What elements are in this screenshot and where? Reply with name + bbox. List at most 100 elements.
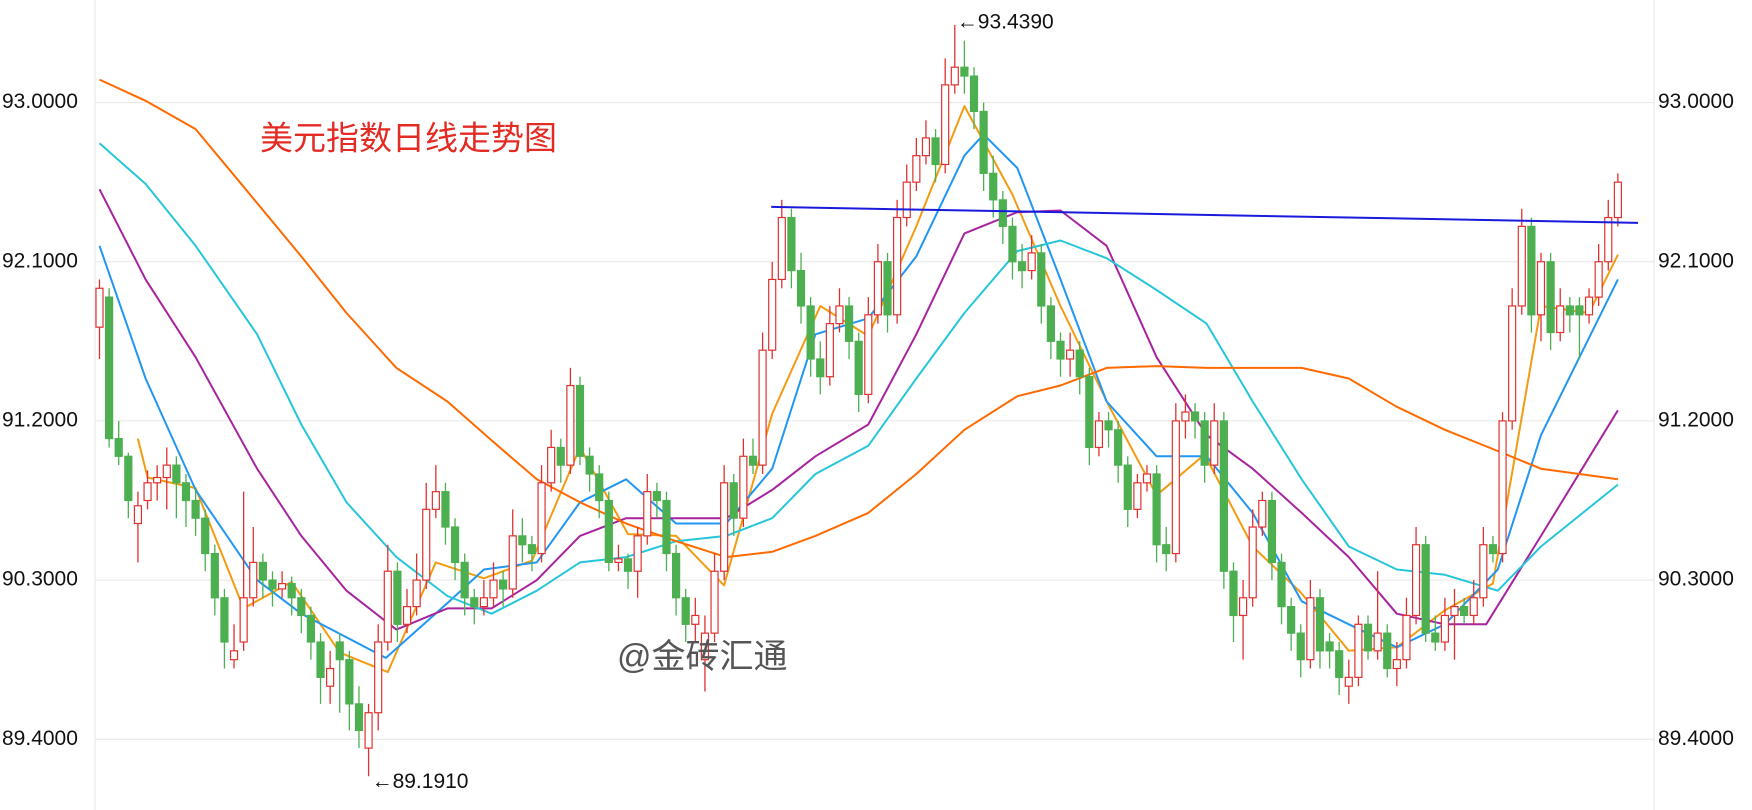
candle-body xyxy=(181,482,191,502)
candle-body xyxy=(547,446,556,484)
candle-body xyxy=(1392,659,1401,670)
candle-body xyxy=(210,552,219,599)
y-tick-label: 91.2000 xyxy=(2,408,78,431)
candle-body xyxy=(1287,606,1296,634)
candle-body xyxy=(1315,597,1325,652)
candle-body xyxy=(1142,473,1152,484)
candle-body xyxy=(1604,216,1613,263)
candle-body xyxy=(700,632,710,661)
candle-body xyxy=(1133,482,1142,510)
candle-body xyxy=(489,579,498,599)
candle-body xyxy=(633,535,642,572)
candle-body xyxy=(1383,632,1392,670)
candle-body xyxy=(1402,614,1411,661)
candle-body xyxy=(1008,225,1017,263)
candle-body xyxy=(1527,225,1536,316)
candle-body xyxy=(527,544,537,555)
candle-body xyxy=(652,491,661,502)
candle-body xyxy=(566,384,575,466)
y2-tick-label: 89.4000 xyxy=(1658,727,1734,750)
candle-body xyxy=(931,137,940,166)
candle-body xyxy=(768,278,777,351)
candle-body xyxy=(1565,305,1574,316)
candle-body xyxy=(1373,632,1382,652)
candle-body xyxy=(681,597,690,625)
candle-body xyxy=(297,597,306,617)
candle-body xyxy=(662,499,671,555)
candle-body xyxy=(1171,420,1180,555)
candle-body xyxy=(614,558,623,564)
candle-body xyxy=(1152,473,1161,546)
candle-body xyxy=(1123,464,1132,510)
candle-body xyxy=(1440,614,1450,643)
candle-body xyxy=(460,561,469,599)
candle-body xyxy=(989,172,998,201)
high-annotation: ←93.4390 xyxy=(957,10,1054,33)
candle-body xyxy=(1046,305,1055,342)
candle-body xyxy=(739,455,748,519)
candle-body xyxy=(162,464,171,479)
candle-body xyxy=(748,455,758,466)
low-annotation: ←89.1910 xyxy=(372,770,469,793)
candle-body xyxy=(124,455,133,502)
candle-body xyxy=(1190,411,1200,422)
candle-body xyxy=(691,614,700,625)
candle-body xyxy=(1469,597,1478,617)
candle-body xyxy=(969,75,979,113)
candle-body xyxy=(393,570,402,625)
candle-body xyxy=(316,641,325,678)
candle-body xyxy=(1094,420,1104,449)
candle-body xyxy=(1556,305,1565,334)
candle-body xyxy=(306,614,316,643)
y2-tick-label: 93.0000 xyxy=(1658,90,1734,113)
candle-body xyxy=(787,216,796,272)
candle-body xyxy=(604,499,613,564)
y-tick-label: 90.3000 xyxy=(2,568,78,591)
candle-body xyxy=(1017,261,1027,272)
candle-body xyxy=(1363,623,1373,652)
y-tick-label: 93.0000 xyxy=(2,90,78,113)
candle-body xyxy=(1181,411,1190,422)
chart-title: 美元指数日线走势图 xyxy=(260,120,557,157)
candle-body xyxy=(585,455,594,475)
ma-line xyxy=(99,78,1619,559)
candle-body xyxy=(883,261,892,316)
candle-body xyxy=(537,482,546,555)
candle-body xyxy=(1037,252,1046,307)
candle-body xyxy=(1488,544,1498,555)
candle-body xyxy=(1267,499,1277,564)
candle-body xyxy=(1421,544,1430,634)
candle-body xyxy=(720,482,729,572)
grid: 89.4000 89.4000 90.3000 90.3000 91.2000 91.20… xyxy=(2,90,1734,750)
candle-body xyxy=(470,597,479,608)
candle-body xyxy=(499,579,508,590)
candle-body xyxy=(950,66,959,86)
candle-body xyxy=(729,482,738,519)
candle-body xyxy=(105,296,114,440)
candle-body xyxy=(133,505,143,525)
candle-body xyxy=(1296,632,1305,661)
candle-body xyxy=(1450,606,1459,617)
candle-body xyxy=(422,508,431,581)
candle-body xyxy=(268,579,277,590)
candle-body xyxy=(345,659,354,705)
candle-body xyxy=(402,606,412,625)
ma-line xyxy=(98,188,1619,631)
candle-body xyxy=(1306,597,1315,661)
candle-body xyxy=(249,561,258,599)
candle-body xyxy=(1575,305,1584,316)
candle-body xyxy=(1200,420,1209,466)
candle-body xyxy=(1431,632,1440,643)
candle-body xyxy=(114,438,123,457)
candle-body xyxy=(508,535,517,590)
candle-body xyxy=(239,597,248,643)
candle-body xyxy=(893,216,902,316)
candle-body xyxy=(172,464,181,484)
candle-body xyxy=(623,558,633,572)
candle-body xyxy=(412,579,421,608)
candle-body xyxy=(796,269,806,307)
candle-body xyxy=(873,261,883,316)
candle-body xyxy=(220,597,229,643)
candle-body xyxy=(902,181,911,219)
candle-body xyxy=(960,66,969,77)
